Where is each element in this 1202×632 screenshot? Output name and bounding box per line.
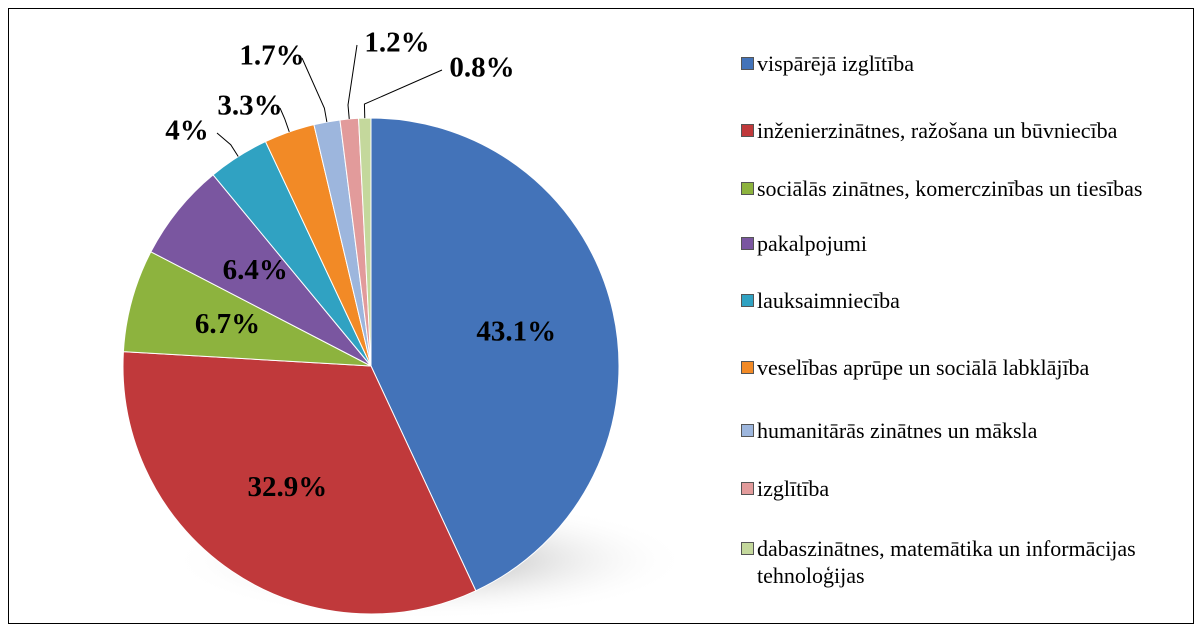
legend-entry: vispārējā izglītība (741, 50, 1157, 77)
data-label: 32.9% (248, 471, 328, 503)
data-label: 6.7% (195, 308, 260, 340)
legend-entry: inženierzinātnes, ražošana un būvniecība (741, 117, 1157, 144)
leader-line (216, 132, 239, 157)
legend-swatch (741, 482, 754, 495)
legend-label: sociālās zinātnes, komerczinības un ties… (757, 176, 1143, 201)
data-label: 1.2% (364, 27, 429, 59)
legend-label: lauksaimniecība (757, 288, 900, 313)
legend-swatch (741, 424, 754, 437)
legend-label: dabaszinātnes, matemātika un informācija… (757, 536, 1136, 588)
legend-label: humanitārās zinātnes un māksla (757, 418, 1038, 443)
legend-label: izglītība (757, 476, 830, 501)
legend-swatch (741, 542, 754, 555)
leader-line (363, 69, 443, 119)
legend-entry: humanitārās zinātnes un māksla (741, 417, 1157, 444)
legend-label: inženierzinātnes, ražošana un būvniecība (757, 118, 1118, 143)
legend-label: pakalpojumi (757, 231, 867, 256)
legend-entry: lauksaimniecība (741, 287, 1157, 314)
legend-label: veselības aprūpe un sociālā labklājība (757, 355, 1090, 380)
legend-swatch (741, 361, 754, 374)
frame (8, 8, 1194, 624)
legend-entry: dabaszinātnes, matemātika un informācija… (741, 535, 1157, 589)
data-label: 4% (165, 115, 209, 147)
legend-swatch (741, 182, 754, 195)
leader-line (279, 107, 290, 133)
legend-entry: sociālās zinātnes, komerczinības un ties… (741, 175, 1157, 202)
data-label: 3.3% (217, 90, 282, 122)
legend-entry: pakalpojumi (741, 230, 1157, 257)
data-label: 0.8% (449, 52, 514, 84)
legend-entry: veselības aprūpe un sociālā labklājība (741, 354, 1157, 381)
legend-swatch (741, 57, 754, 70)
data-label: 1.7% (239, 40, 304, 72)
legend-swatch (741, 294, 754, 307)
leader-line (301, 57, 328, 123)
pie-slice (122, 351, 477, 615)
data-label: 43.1% (476, 315, 556, 347)
legend-swatch (741, 124, 754, 137)
legend-entry: izglītība (741, 475, 1157, 502)
leader-line (347, 44, 358, 120)
legend-label: vispārējā izglītība (757, 51, 914, 76)
pie-slice (358, 117, 372, 367)
data-label: 6.4% (223, 254, 288, 286)
pie-slice (370, 117, 620, 592)
legend-swatch (741, 237, 754, 250)
